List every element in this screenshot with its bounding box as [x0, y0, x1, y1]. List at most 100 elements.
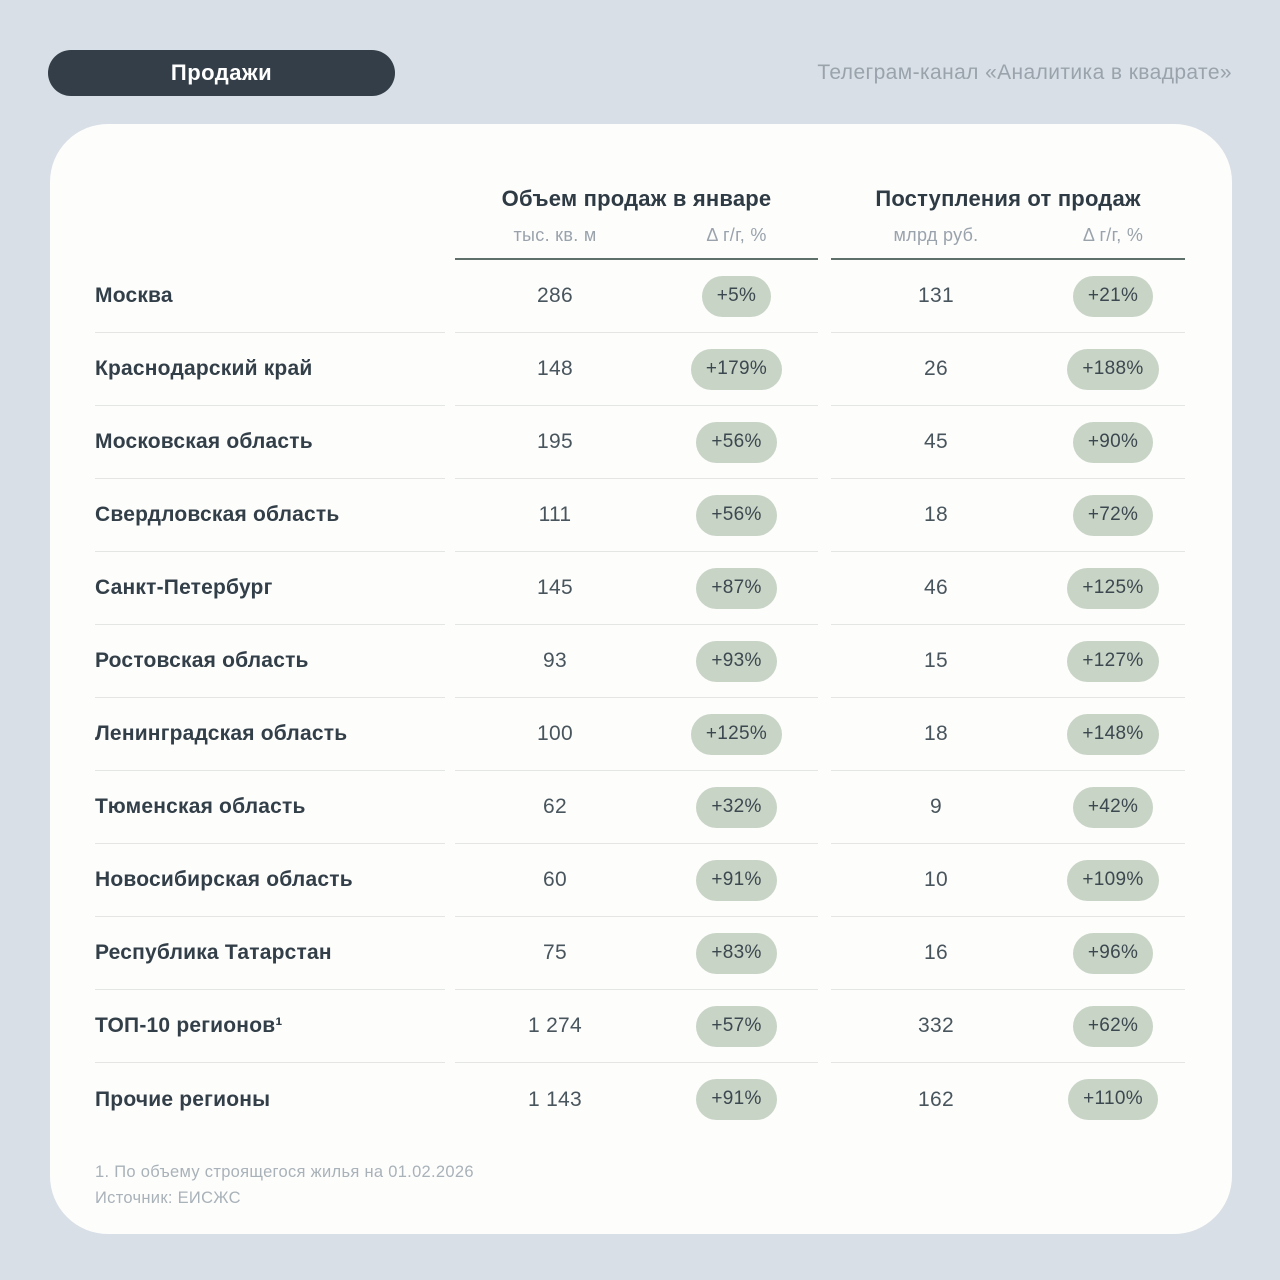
revenue-delta-cell: +148% — [1041, 713, 1185, 755]
sales-volume-value: 195 — [537, 430, 573, 453]
sales-volume-delta-cell: +125% — [655, 713, 818, 755]
sales-volume-group: 62 +32% — [455, 771, 818, 844]
column-group-revenue: Поступления от продаж млрд руб. Δ г/г, % — [831, 186, 1185, 260]
sales-volume-delta-cell: +93% — [655, 640, 818, 682]
sales-volume-group: 286 +5% — [455, 260, 818, 333]
sales-volume-value: 1 143 — [527, 1087, 583, 1111]
revenue-delta-cell: +96% — [1041, 932, 1185, 974]
sales-volume-group: 100 +125% — [455, 698, 818, 771]
table-row: Москва 286 +5% 131 +21% — [95, 260, 1185, 333]
sales-volume-group: 111 +56% — [455, 479, 818, 552]
revenue-value: 26 — [924, 357, 948, 380]
revenue-group: 16 +96% — [831, 917, 1185, 990]
sales-volume-delta-cell: +56% — [655, 494, 818, 536]
table-row: Ростовская область 93 +93% 15 +127% — [95, 625, 1185, 698]
sales-volume-value: 60 — [543, 868, 567, 891]
region-name: Краснодарский край — [95, 333, 445, 406]
revenue-value: 15 — [924, 649, 948, 672]
region-name: Московская область — [95, 406, 445, 479]
region-name: Санкт-Петербург — [95, 552, 445, 625]
section-badge: Продажи — [48, 50, 395, 96]
sales-volume-delta-badge: +32% — [696, 786, 777, 828]
revenue-value: 131 — [918, 284, 954, 307]
revenue-delta-cell: +90% — [1041, 421, 1185, 463]
table-header: Объем продаж в январе тыс. кв. м Δ г/г, … — [95, 186, 1185, 260]
region-name: ТОП-10 регионов¹ — [95, 990, 445, 1063]
sales-volume-delta-badge: +93% — [696, 640, 777, 682]
sales-volume-delta-cell: +179% — [655, 348, 818, 390]
footnote-1: 1. По объему строящегося жилья на 01.02.… — [95, 1163, 474, 1181]
revenue-delta-badge: +21% — [1072, 275, 1154, 317]
sales-volume-group: 1 143 +91% — [455, 1063, 818, 1136]
revenue-group: 9 +42% — [831, 771, 1185, 844]
revenue-value: 9 — [930, 795, 942, 818]
revenue-delta-cell: +125% — [1041, 567, 1185, 609]
revenue-value: 10 — [924, 868, 948, 891]
sales-volume-delta-badge: +87% — [696, 567, 777, 609]
sales-volume-value: 100 — [537, 722, 573, 745]
column-group-sales-volume: Объем продаж в январе тыс. кв. м Δ г/г, … — [455, 186, 818, 260]
revenue-delta-badge: +127% — [1067, 640, 1159, 682]
revenue-value: 18 — [924, 503, 948, 526]
sales-volume-value: 62 — [543, 795, 567, 818]
revenue-group: 26 +188% — [831, 333, 1185, 406]
revenue-value: 46 — [924, 576, 948, 599]
sales-volume-delta-badge: +91% — [696, 1079, 777, 1120]
table-row: Московская область 195 +56% 45 +90% — [95, 406, 1185, 479]
revenue-group: 18 +72% — [831, 479, 1185, 552]
footnotes: 1. По объему строящегося жилья на 01.02.… — [95, 1160, 1185, 1211]
revenue-delta-cell: +127% — [1041, 640, 1185, 682]
column-group-title: Поступления от продаж — [875, 186, 1141, 211]
sales-volume-delta-badge: +5% — [701, 275, 772, 317]
revenue-value: 162 — [918, 1087, 954, 1111]
revenue-group: 15 +127% — [831, 625, 1185, 698]
revenue-delta-badge: +90% — [1072, 421, 1154, 463]
sales-volume-delta-badge: +179% — [690, 348, 783, 390]
table-row: Республика Татарстан 75 +83% 16 +96% — [95, 917, 1185, 990]
sales-volume-delta-badge: +56% — [696, 494, 777, 536]
revenue-delta-badge: +110% — [1068, 1079, 1158, 1120]
unit-label: млрд руб. — [893, 225, 979, 245]
table-row: Свердловская область 111 +56% 18 +72% — [95, 479, 1185, 552]
revenue-delta-cell: +109% — [1041, 859, 1185, 901]
region-name: Ленинградская область — [95, 698, 445, 771]
revenue-value: 332 — [918, 1014, 954, 1037]
sales-volume-delta-cell: +87% — [655, 567, 818, 609]
sales-volume-group: 148 +179% — [455, 333, 818, 406]
sales-volume-group: 195 +56% — [455, 406, 818, 479]
footnote-source: Источник: ЕИСЖС — [95, 1188, 241, 1207]
sales-volume-delta-badge: +56% — [696, 421, 777, 463]
sales-volume-delta-badge: +125% — [690, 713, 783, 755]
table-row: Тюменская область 62 +32% 9 +42% — [95, 771, 1185, 844]
sales-volume-delta-cell: +32% — [655, 786, 818, 828]
revenue-value: 45 — [924, 430, 948, 453]
revenue-delta-badge: +42% — [1072, 786, 1154, 828]
sales-volume-delta-badge: +83% — [696, 932, 777, 974]
column-group-title: Объем продаж в январе — [501, 186, 772, 211]
region-name: Тюменская область — [95, 771, 445, 844]
revenue-delta-cell: +42% — [1041, 786, 1185, 828]
region-name: Прочие регионы — [95, 1087, 271, 1111]
table-body: Москва 286 +5% 131 +21% Краснодарский кр… — [95, 260, 1185, 1136]
revenue-delta-cell: +21% — [1041, 275, 1185, 317]
table-row: Прочие регионы 1 143 +91% 162 +110% — [95, 1063, 1185, 1136]
sales-volume-delta-badge: +91% — [696, 859, 777, 901]
table-row: Краснодарский край 148 +179% 26 +188% — [95, 333, 1185, 406]
sales-volume-value: 148 — [537, 357, 573, 380]
sales-volume-value: 286 — [537, 284, 573, 307]
revenue-group: 131 +21% — [831, 260, 1185, 333]
revenue-delta-badge: +188% — [1067, 348, 1159, 390]
sales-volume-delta-cell: +5% — [655, 275, 818, 317]
revenue-group: 332 +62% — [831, 990, 1185, 1063]
sales-volume-value: 145 — [537, 576, 573, 599]
revenue-group: 46 +125% — [831, 552, 1185, 625]
revenue-value: 18 — [924, 722, 948, 745]
region-name: Новосибирская область — [95, 844, 445, 917]
sales-volume-delta-cell: +57% — [655, 1005, 818, 1047]
sales-volume-value: 75 — [543, 941, 567, 964]
column-subheaders: тыс. кв. м Δ г/г, % — [455, 225, 818, 246]
revenue-delta-badge: +72% — [1072, 494, 1154, 536]
sales-volume-group: 145 +87% — [455, 552, 818, 625]
revenue-delta-cell: +72% — [1041, 494, 1185, 536]
